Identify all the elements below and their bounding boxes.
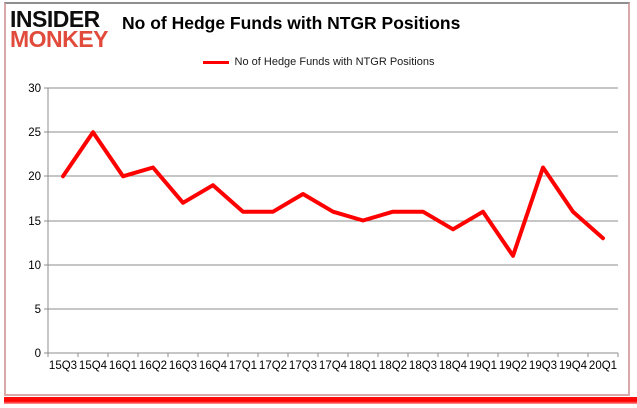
y-axis-tick-label: 10 bbox=[28, 260, 41, 272]
logo-word-monkey: MONKEY bbox=[10, 26, 108, 52]
x-axis-tick-label: 18Q3 bbox=[409, 360, 437, 372]
y-axis-tick-label: 25 bbox=[28, 127, 41, 139]
insider-monkey-logo: INSIDER MONKEY bbox=[10, 6, 122, 52]
x-axis-tick-label: 15Q4 bbox=[79, 360, 108, 372]
y-axis-tick-label: 30 bbox=[28, 83, 41, 95]
legend-line-swatch bbox=[202, 60, 229, 64]
x-axis-tick-label: 18Q2 bbox=[379, 360, 407, 372]
x-axis-tick-label: 18Q1 bbox=[349, 360, 377, 372]
chart-title: No of Hedge Funds with NTGR Positions bbox=[122, 13, 461, 33]
y-axis-tick-label: 5 bbox=[35, 304, 41, 316]
legend: No of Hedge Funds with NTGR Positions bbox=[0, 55, 637, 69]
y-axis-tick-label: 0 bbox=[35, 348, 41, 360]
y-axis-tick-label: 15 bbox=[28, 216, 41, 228]
x-axis-tick-label: 20Q1 bbox=[589, 360, 617, 372]
x-axis-tick-label: 17Q4 bbox=[319, 360, 348, 372]
x-axis-tick-label: 18Q4 bbox=[439, 360, 468, 372]
x-axis-tick-label: 16Q2 bbox=[139, 360, 167, 372]
x-axis-tick-label: 17Q1 bbox=[229, 360, 257, 372]
x-axis-tick-label: 19Q4 bbox=[559, 360, 588, 372]
x-axis-tick-label: 19Q3 bbox=[529, 360, 557, 372]
x-axis-tick-label: 17Q2 bbox=[259, 360, 287, 372]
x-axis-tick-label: 15Q3 bbox=[49, 360, 77, 372]
series-line bbox=[61, 130, 605, 258]
x-axis-tick-label: 16Q3 bbox=[169, 360, 197, 372]
bottom-red-bar bbox=[4, 397, 637, 404]
x-axis-tick-label: 16Q1 bbox=[109, 360, 137, 372]
x-axis-tick-label: 19Q1 bbox=[469, 360, 497, 372]
logo-word-insider: INSIDER bbox=[10, 6, 100, 32]
legend-label: No of Hedge Funds with NTGR Positions bbox=[234, 56, 435, 68]
x-axis-tick-label: 17Q3 bbox=[289, 360, 317, 372]
x-axis-tick-label: 19Q2 bbox=[499, 360, 527, 372]
y-axis-tick-label: 20 bbox=[28, 171, 41, 183]
x-axis-tick-label: 16Q4 bbox=[199, 360, 228, 372]
